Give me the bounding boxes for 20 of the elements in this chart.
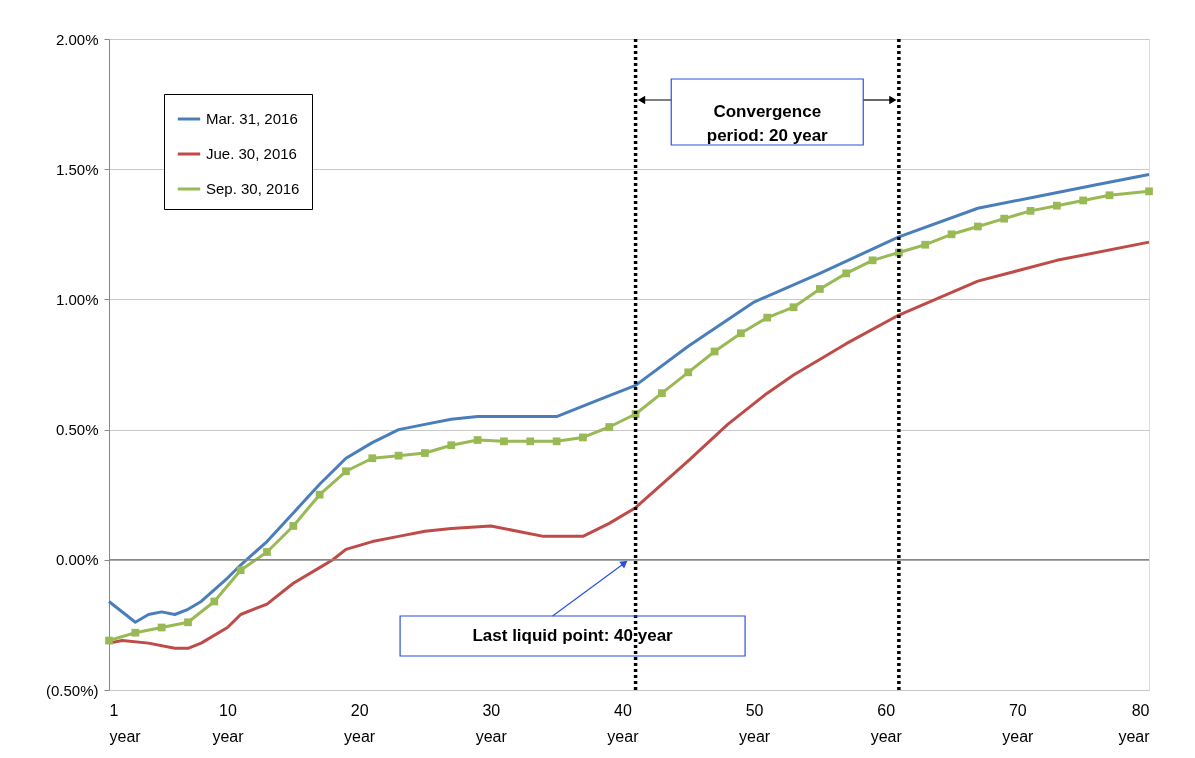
y-tick-label: 1.00% — [55, 290, 99, 308]
legend-label: Sep. 30, 2016 — [206, 180, 300, 197]
x-tick-label: 20 year — [344, 701, 376, 745]
x-tick-label: 60 year — [870, 701, 903, 745]
x-tick-label: 10 year — [212, 701, 245, 745]
annotation: Last liquid point: 40 year — [472, 626, 674, 645]
x-tick-label: 80 year — [1118, 701, 1151, 745]
x-tick-label: 70 year — [1002, 701, 1035, 745]
y-tick-label: (0.50%) — [45, 681, 99, 699]
x-tick-label: 40 year — [607, 701, 640, 745]
legend-label: Jue. 30, 2016 — [206, 145, 297, 162]
y-tick-label: 0.50% — [55, 421, 99, 439]
x-tick-label: 50 year — [739, 701, 771, 745]
x-tick-label: 1 year — [109, 701, 142, 745]
x-tick-label: 30 year — [475, 701, 508, 745]
y-tick-label: 2.00% — [55, 30, 99, 48]
legend-label: Mar. 31, 2016 — [206, 110, 298, 127]
y-tick-label: 1.50% — [55, 160, 99, 178]
annotation: Convergence period: 20 year — [706, 102, 829, 145]
y-tick-label: 0.00% — [55, 551, 99, 569]
